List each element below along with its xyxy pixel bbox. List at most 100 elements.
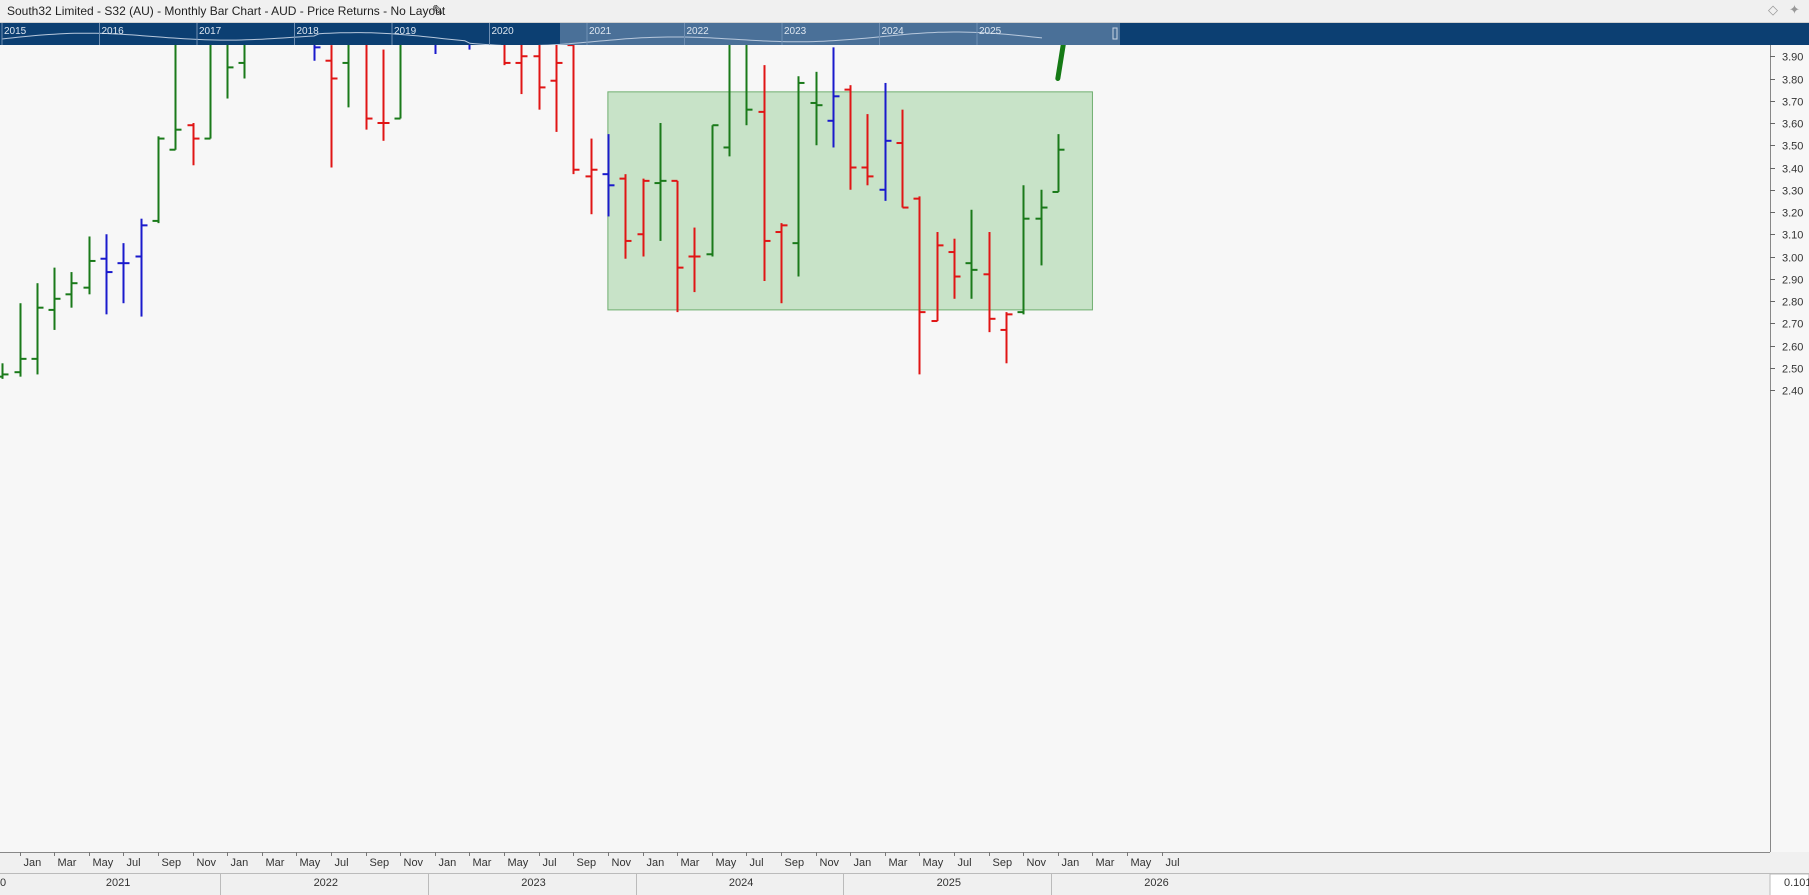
ohlc-bar <box>792 76 805 277</box>
price-tick-label: 3.60 <box>1782 119 1803 131</box>
chart-navigator[interactable]: 2015 2016 2017 2018 2019 2020 2021 2022 2023 2024… <box>0 23 1809 47</box>
price-tick-label: 3.00 <box>1782 253 1803 265</box>
month-tick-label: May <box>716 857 737 869</box>
year-label: 2024 <box>729 877 753 889</box>
month-tick-label: Sep <box>370 857 390 869</box>
year-label: 2022 <box>314 877 338 889</box>
ohlc-bar <box>226 45 234 99</box>
ohlc-bar <box>896 109 909 209</box>
price-tick-label: 2.40 <box>1782 386 1803 398</box>
month-tick-label: Jan <box>24 857 42 869</box>
month-tick-label: Nov <box>820 857 840 869</box>
restore-icon[interactable]: ◇ <box>1768 2 1778 17</box>
month-tick-label: Sep <box>785 857 805 869</box>
price-tick-label: 2.70 <box>1782 319 1803 331</box>
price-tick-label: 2.60 <box>1782 342 1803 354</box>
navigator-year-label: 2022 <box>687 26 710 37</box>
navigator-year-label: 2019 <box>394 26 417 37</box>
month-tick-label: Sep <box>577 857 597 869</box>
ohlc-bar <box>913 196 926 375</box>
ohlc-bar <box>965 209 978 299</box>
time-axis-cut-label: 0 <box>0 877 6 889</box>
ohlc-bar <box>117 243 130 304</box>
navigator-year-label: 2018 <box>297 26 320 37</box>
price-readout-label: 0.101 <box>1784 877 1809 889</box>
ohlc-bar <box>14 303 27 377</box>
ohlc-bar <box>533 45 546 110</box>
ohlc-bar <box>0 363 9 379</box>
navigator-strip[interactable]: 2015 2016 2017 2018 2019 2020 2021 2022 2023 2024… <box>0 23 1809 47</box>
ohlc-bar <box>100 234 113 315</box>
month-tick-label: Mar <box>889 857 908 869</box>
ohlc-bar <box>879 82 892 201</box>
navigator-year-label: 2015 <box>4 26 27 37</box>
ohlc-bar <box>394 45 402 120</box>
ohlc-bar <box>931 232 944 323</box>
ohlc-bar <box>187 123 200 166</box>
ohlc-bar <box>758 65 771 281</box>
price-tick-label: 2.90 <box>1782 275 1803 287</box>
price-tick-label: 3.50 <box>1782 141 1803 153</box>
ohlc-bar <box>861 114 874 186</box>
month-tick-label: Jan <box>854 857 872 869</box>
ohlc-bar <box>1052 134 1065 193</box>
month-tick-label: Jan <box>231 857 249 869</box>
ohlc-bar <box>1000 312 1013 364</box>
ohlc-bar <box>983 232 996 333</box>
ohlc-bar <box>585 138 598 215</box>
ohlc-bar <box>31 283 44 375</box>
price-tick-label: 3.70 <box>1782 97 1803 109</box>
price-chart[interactable]: 2.40 2.50 2.60 2.70 2.80 2.90 3.00 3.10 3.20 3.30… <box>0 45 1809 895</box>
price-tick-label: 3.30 <box>1782 186 1803 198</box>
ohlc-bar <box>135 218 148 317</box>
ohlc-bar <box>948 238 961 299</box>
month-tick-label: Nov <box>197 857 217 869</box>
price-tick-label: 3.10 <box>1782 230 1803 242</box>
month-tick-label: Jul <box>127 857 141 869</box>
edit-title-pencil-icon[interactable]: ✎ <box>432 2 444 18</box>
ohlc-bar <box>434 45 437 55</box>
month-tick-label: Jul <box>335 857 349 869</box>
month-tick-label: Mar <box>266 857 285 869</box>
month-tick-label: Nov <box>612 857 632 869</box>
ohlc-bar <box>48 267 61 330</box>
ohlc-bar <box>377 49 390 141</box>
ohlc-bar <box>619 174 632 259</box>
year-label: 2025 <box>937 877 961 889</box>
navigator-year-label: 2023 <box>784 26 807 37</box>
ohlc-bar <box>342 45 350 108</box>
year-label: 2026 <box>1144 877 1168 889</box>
navigator-year-label: 2021 <box>589 26 612 37</box>
month-tick-label: Mar <box>1096 857 1115 869</box>
navigator-drag-handle <box>1112 27 1118 40</box>
ohlc-bar <box>654 123 667 241</box>
year-label: 2023 <box>521 877 545 889</box>
navigator-year-label: 2017 <box>199 26 222 37</box>
price-tick-label: 3.80 <box>1782 75 1803 87</box>
ohlc-bar <box>503 45 511 66</box>
month-tick-label: Mar <box>58 857 77 869</box>
ohlc-bar <box>1017 185 1030 315</box>
ohlc-bar <box>152 136 165 224</box>
ohlc-bar <box>688 227 701 293</box>
price-readout-box <box>1769 873 1809 895</box>
navigator-year-label: 2024 <box>882 26 905 37</box>
ohlc-bar <box>313 45 321 61</box>
ohlc-bar <box>325 45 338 168</box>
month-tick-label: Sep <box>162 857 182 869</box>
month-tick-label: May <box>1131 857 1152 869</box>
ohlc-bar <box>723 45 731 157</box>
month-tick-label: Nov <box>1027 857 1047 869</box>
navigator-year-label: 2025 <box>979 26 1002 37</box>
chart-window-title: South32 Limited - S32 (AU) - Monthly Bar… <box>7 4 446 18</box>
ohlc-bar <box>468 45 471 50</box>
ohlc-bar <box>602 134 615 217</box>
ohlc-bar <box>65 272 78 308</box>
ohlc-bar <box>567 45 580 175</box>
pin-icon[interactable]: ✦ <box>1789 2 1800 17</box>
ohlc-bar <box>810 71 823 146</box>
navigator-visible-window <box>560 23 1120 45</box>
month-tick-label: May <box>93 857 114 869</box>
month-tick-label: Jan <box>1062 857 1080 869</box>
ohlc-bar <box>637 178 650 257</box>
